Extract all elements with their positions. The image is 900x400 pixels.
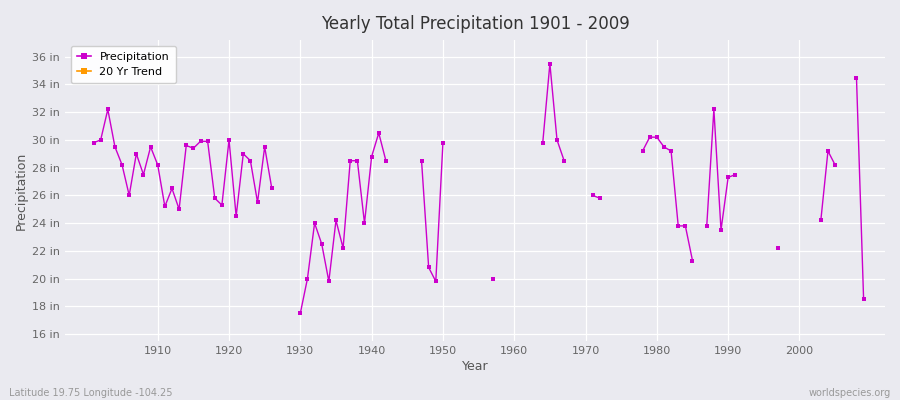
X-axis label: Year: Year xyxy=(462,360,489,373)
Y-axis label: Precipitation: Precipitation xyxy=(15,152,28,230)
Text: worldspecies.org: worldspecies.org xyxy=(809,388,891,398)
Legend: Precipitation, 20 Yr Trend: Precipitation, 20 Yr Trend xyxy=(70,46,176,84)
Text: Latitude 19.75 Longitude -104.25: Latitude 19.75 Longitude -104.25 xyxy=(9,388,173,398)
Title: Yearly Total Precipitation 1901 - 2009: Yearly Total Precipitation 1901 - 2009 xyxy=(320,15,629,33)
